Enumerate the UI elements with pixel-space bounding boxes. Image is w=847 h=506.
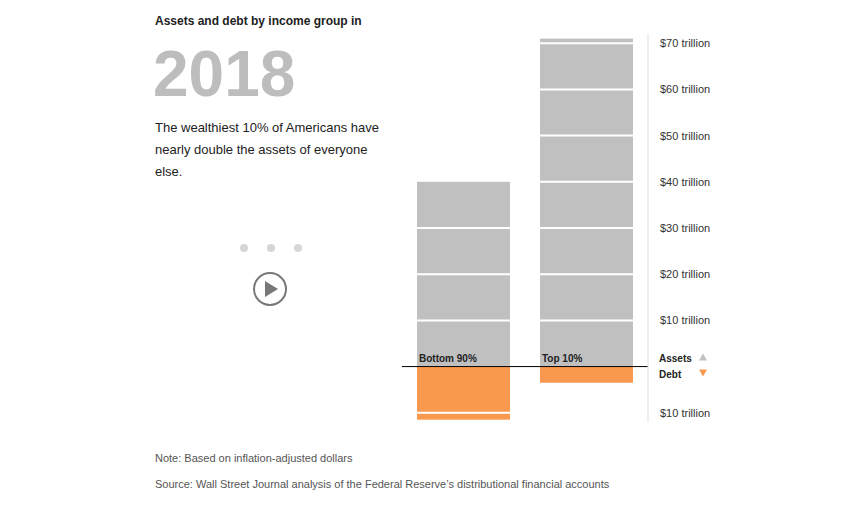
svg-text:Top 10%: Top 10% xyxy=(542,353,582,364)
html-text:Assets and debt by income grou: Assets and debt by income group in xyxy=(155,14,362,28)
html-text:Note: Based on inflation-adjus: Note: Based on inflation-adjusted dollar… xyxy=(155,452,353,464)
html-text:The wealthiest 10% of American: The wealthiest 10% of Americans have nea… xyxy=(155,120,379,179)
svg-text:Assets: Assets xyxy=(659,353,692,364)
svg-text:$10 trillion: $10 trillion xyxy=(660,314,710,326)
svg-text:$70 trillion: $70 trillion xyxy=(660,37,710,49)
svg-text:$50 trillion: $50 trillion xyxy=(660,130,710,142)
svg-text:Debt: Debt xyxy=(659,369,682,380)
svg-text:$10 trillion: $10 trillion xyxy=(660,407,710,419)
svg-text:$60 trillion: $60 trillion xyxy=(660,83,710,95)
html-text:Source: Wall Street Journal an: Source: Wall Street Journal analysis of … xyxy=(155,478,610,490)
svg-text:$40 trillion: $40 trillion xyxy=(660,176,710,188)
svg-text:Bottom 90%: Bottom 90% xyxy=(419,353,477,364)
svg-text:$30 trillion: $30 trillion xyxy=(660,222,710,234)
html-text:2018: 2018 xyxy=(153,38,296,110)
svg-text:$20 trillion: $20 trillion xyxy=(660,268,710,280)
